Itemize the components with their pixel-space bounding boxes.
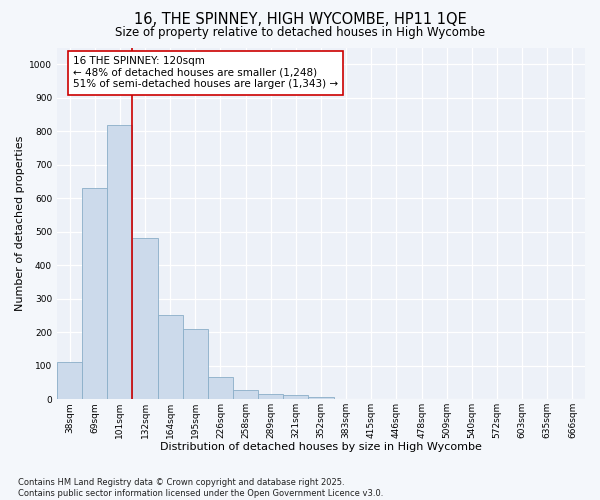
- Bar: [208, 378, 233, 399]
- Bar: [107, 124, 133, 399]
- Bar: [308, 396, 334, 399]
- Bar: [158, 316, 183, 399]
- Bar: [133, 238, 158, 399]
- X-axis label: Distribution of detached houses by size in High Wycombe: Distribution of detached houses by size …: [160, 442, 482, 452]
- Text: 16, THE SPINNEY, HIGH WYCOMBE, HP11 1QE: 16, THE SPINNEY, HIGH WYCOMBE, HP11 1QE: [134, 12, 466, 28]
- Bar: [82, 188, 107, 399]
- Text: Size of property relative to detached houses in High Wycombe: Size of property relative to detached ho…: [115, 26, 485, 39]
- Bar: [57, 362, 82, 399]
- Bar: [258, 394, 283, 399]
- Bar: [233, 390, 258, 399]
- Bar: [283, 395, 308, 399]
- Text: Contains HM Land Registry data © Crown copyright and database right 2025.
Contai: Contains HM Land Registry data © Crown c…: [18, 478, 383, 498]
- Bar: [183, 329, 208, 399]
- Y-axis label: Number of detached properties: Number of detached properties: [15, 136, 25, 311]
- Text: 16 THE SPINNEY: 120sqm
← 48% of detached houses are smaller (1,248)
51% of semi-: 16 THE SPINNEY: 120sqm ← 48% of detached…: [73, 56, 338, 90]
